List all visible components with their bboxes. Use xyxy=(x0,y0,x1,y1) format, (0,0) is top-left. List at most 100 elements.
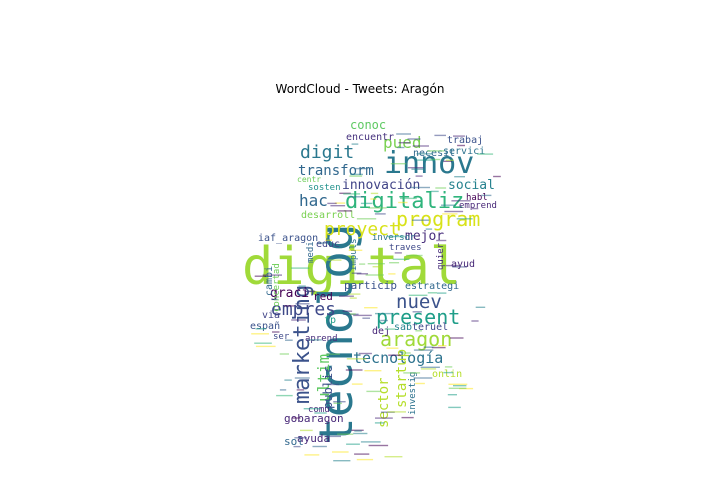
word-42: particip xyxy=(344,279,397,292)
filler-word-mark xyxy=(410,186,430,189)
word-52: ayuda xyxy=(297,432,330,445)
filler-word-mark xyxy=(441,204,456,206)
word-47: via xyxy=(262,310,280,321)
word-38: inversor xyxy=(372,233,416,243)
filler-word-mark xyxy=(254,342,272,344)
filler-word-mark xyxy=(448,406,461,409)
filler-word-mark xyxy=(279,353,289,355)
filler-word-mark xyxy=(408,294,428,296)
filler-word-mark xyxy=(337,433,354,435)
filler-word-mark xyxy=(367,263,385,265)
word-57: aprend xyxy=(305,334,338,344)
filler-word-mark xyxy=(456,218,473,220)
filler-word-mark xyxy=(415,330,422,332)
filler-word-mark xyxy=(407,138,421,140)
word-22: mejor xyxy=(405,229,444,244)
filler-word-mark xyxy=(291,267,310,269)
filler-word-mark xyxy=(375,312,394,315)
filler-word-mark xyxy=(431,346,446,349)
filler-word-mark xyxy=(325,239,333,241)
word-16: tecnología xyxy=(353,349,443,367)
word-48: sab xyxy=(394,322,412,333)
filler-word-mark xyxy=(326,383,339,386)
filler-word-mark xyxy=(271,298,278,301)
word-20: innovación xyxy=(342,178,420,193)
word-26: gobaragon xyxy=(284,412,344,425)
filler-word-mark xyxy=(374,422,385,424)
filler-word-mark xyxy=(448,383,468,385)
word-18: startup xyxy=(394,349,410,408)
filler-word-mark xyxy=(447,394,457,396)
filler-word-mark xyxy=(359,263,366,265)
filler-word-mark xyxy=(284,379,292,381)
filler-word-mark xyxy=(481,194,492,197)
filler-word-mark xyxy=(436,239,447,242)
filler-word-mark xyxy=(348,293,361,295)
filler-word-mark xyxy=(356,458,374,461)
word-4: digitaliz xyxy=(345,189,464,214)
filler-word-mark xyxy=(353,432,368,435)
word-61: medi xyxy=(306,241,316,263)
filler-word-mark xyxy=(398,142,411,144)
filler-word-mark xyxy=(457,144,465,147)
filler-word-mark xyxy=(420,366,440,368)
word-1: digital xyxy=(242,237,461,297)
filler-word-mark xyxy=(350,196,364,198)
filler-word-mark xyxy=(472,207,479,210)
filler-word-mark xyxy=(452,266,467,268)
filler-word-mark xyxy=(284,305,295,307)
word-10: empres xyxy=(271,299,336,320)
filler-word-mark xyxy=(325,353,340,355)
filler-word-mark xyxy=(327,202,337,205)
filler-word-mark xyxy=(396,133,411,135)
word-58: comu xyxy=(308,405,330,415)
filler-word-mark xyxy=(451,200,471,202)
filler-word-mark xyxy=(356,273,368,275)
filler-word-mark xyxy=(375,417,393,419)
word-30: servici xyxy=(443,146,485,157)
filler-word-mark xyxy=(477,153,494,155)
filler-word-mark xyxy=(353,314,372,317)
filler-layer xyxy=(251,133,501,462)
word-32: emprend xyxy=(459,201,497,211)
filler-word-mark xyxy=(437,345,447,347)
filler-word-mark xyxy=(326,259,342,261)
word-8: present xyxy=(376,305,460,329)
filler-word-mark xyxy=(251,333,269,335)
filler-word-mark xyxy=(349,175,363,177)
filler-word-mark xyxy=(443,371,454,374)
filler-word-mark xyxy=(345,369,363,371)
filler-word-mark xyxy=(394,252,402,254)
filler-word-mark xyxy=(423,346,434,348)
filler-word-mark xyxy=(416,153,433,155)
filler-word-mark xyxy=(294,377,310,379)
filler-word-mark xyxy=(362,317,370,319)
filler-word-mark xyxy=(334,202,346,204)
filler-word-mark xyxy=(368,444,389,447)
filler-word-mark xyxy=(346,358,367,360)
word-60: ser xyxy=(273,332,290,342)
filler-word-mark xyxy=(437,292,447,294)
word-29: trabaj xyxy=(447,135,483,146)
filler-word-mark xyxy=(349,297,357,299)
filler-word-mark xyxy=(430,190,439,193)
chart-title: WordCloud - Tweets: Aragón xyxy=(275,82,445,96)
filler-word-mark xyxy=(366,390,381,393)
filler-word-mark xyxy=(389,262,400,264)
filler-word-mark xyxy=(406,254,423,257)
word-9: nuev xyxy=(396,291,442,313)
filler-word-mark xyxy=(351,143,359,145)
filler-word-mark xyxy=(402,352,411,354)
filler-word-mark xyxy=(420,368,437,370)
filler-word-mark xyxy=(255,345,276,348)
filler-word-mark xyxy=(333,460,351,462)
filler-word-mark xyxy=(339,295,354,297)
filler-word-mark xyxy=(304,290,316,293)
word-41: quier xyxy=(436,242,446,270)
filler-word-mark xyxy=(413,377,433,379)
filler-word-mark xyxy=(392,258,410,260)
filler-word-mark xyxy=(295,303,310,305)
filler-word-mark xyxy=(386,235,405,238)
word-11: proyect xyxy=(324,219,400,240)
